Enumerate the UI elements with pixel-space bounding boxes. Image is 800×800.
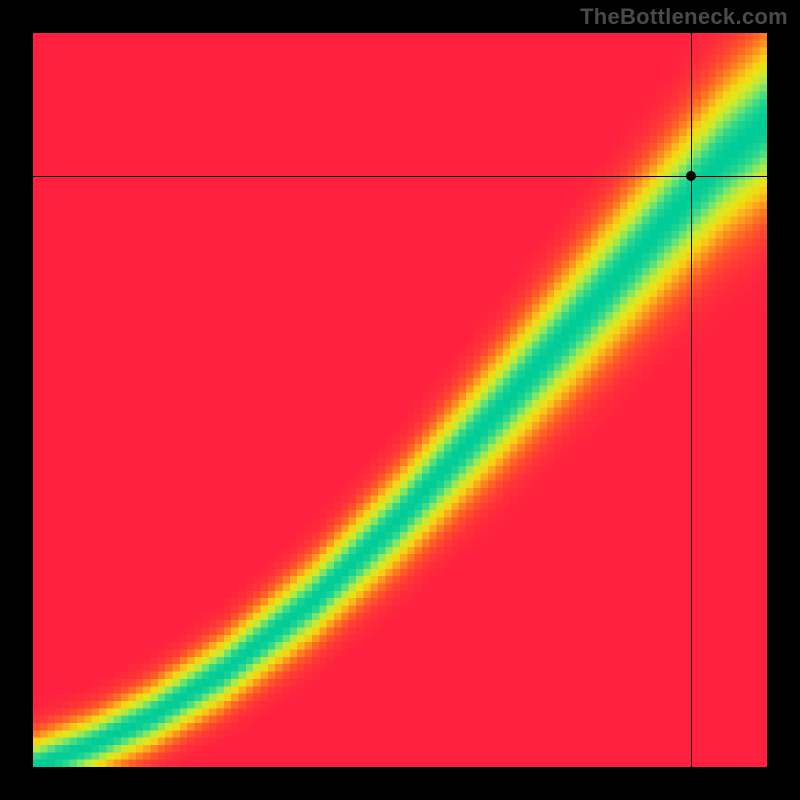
crosshair-horizontal [33,176,767,177]
crosshair-vertical [691,33,692,767]
attribution-text: TheBottleneck.com [580,4,788,30]
heatmap-plot [33,33,767,767]
crosshair-marker [686,171,696,181]
heatmap-canvas [33,33,767,767]
